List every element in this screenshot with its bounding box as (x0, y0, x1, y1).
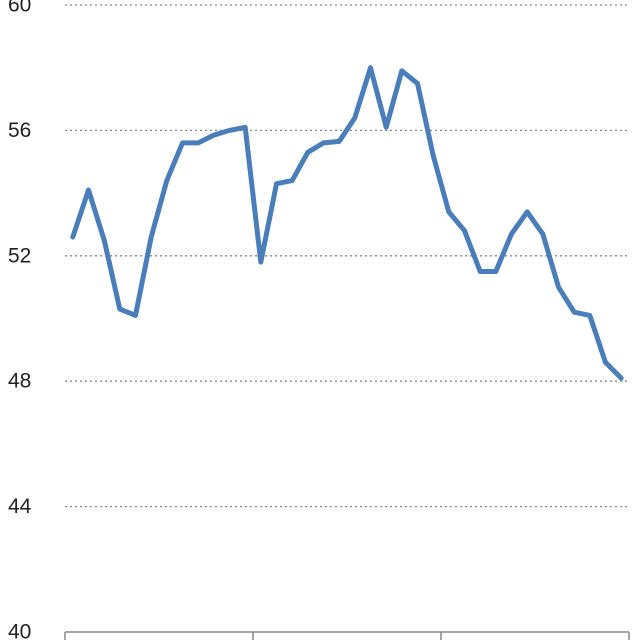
y-tick-label: 56 (8, 119, 31, 142)
y-tick-label: 48 (8, 370, 31, 393)
y-tick-label: 60 (8, 0, 31, 17)
y-tick-label: 52 (8, 244, 31, 267)
y-tick-label: 44 (8, 495, 32, 518)
y-tick-label: 40 (8, 621, 31, 640)
line-series (70, 65, 624, 381)
